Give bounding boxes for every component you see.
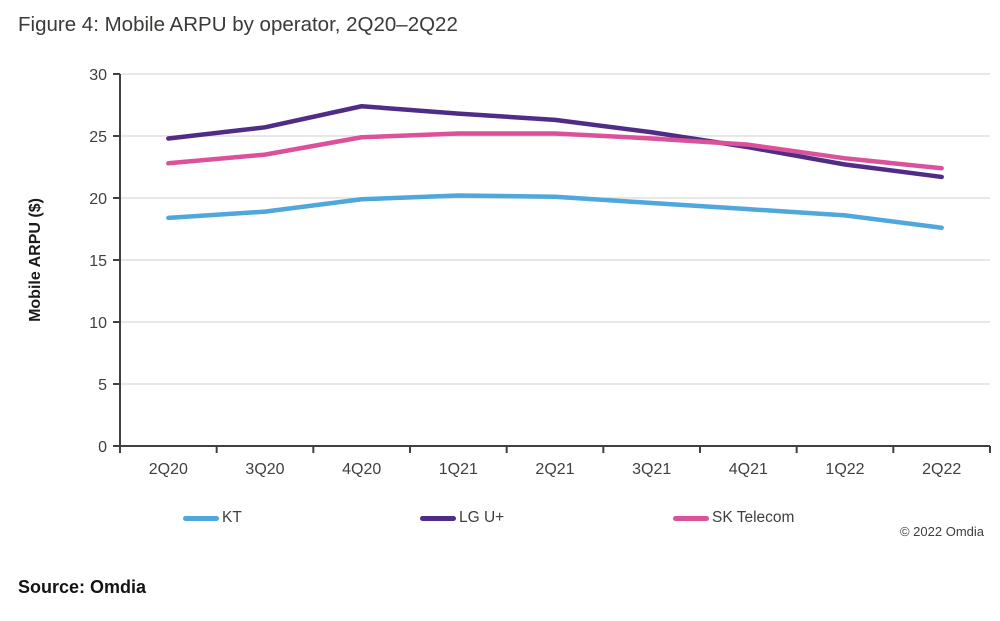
svg-text:2Q20: 2Q20 [149, 461, 188, 478]
legend-label-skt: SK Telecom [712, 509, 795, 526]
svg-text:4Q21: 4Q21 [729, 461, 768, 478]
svg-text:10: 10 [89, 315, 107, 332]
legend-item-kt: KT [183, 509, 242, 527]
svg-text:0: 0 [98, 439, 107, 456]
lgu-line-swatch [420, 515, 456, 521]
legend-item-skt: SK Telecom [673, 509, 794, 527]
svg-text:25: 25 [89, 129, 107, 146]
arpu-line-chart: 0 5 10 15 20 25 30 2Q20 3Q20 4Q20 1Q21 2Q21 3Q21 4Q21… [27, 67, 991, 478]
figure-title: Figure 4: Mobile ARPU by operator, 2Q20–… [18, 13, 458, 36]
svg-text:2Q22: 2Q22 [922, 461, 961, 478]
legend-label-lgu: LG U+ [459, 509, 505, 526]
svg-text:20: 20 [89, 191, 107, 208]
source-note: Source: Omdia [18, 577, 147, 597]
svg-text:1Q21: 1Q21 [439, 461, 478, 478]
svg-text:3Q21: 3Q21 [632, 461, 671, 478]
svg-text:15: 15 [89, 253, 107, 270]
svg-text:2Q21: 2Q21 [535, 461, 574, 478]
svg-text:Mobile ARPU ($): Mobile ARPU ($) [27, 198, 44, 322]
svg-text:4Q20: 4Q20 [342, 461, 381, 478]
kt-line-swatch [183, 515, 219, 521]
svg-text:5: 5 [98, 377, 107, 394]
skt-line-swatch [673, 515, 709, 521]
legend-item-lgu: LG U+ [420, 509, 504, 527]
legend-label-kt: KT [222, 509, 242, 526]
copyright-note: © 2022 Omdia [899, 524, 984, 539]
svg-text:30: 30 [89, 67, 107, 84]
svg-text:3Q20: 3Q20 [245, 461, 284, 478]
svg-text:1Q22: 1Q22 [825, 461, 864, 478]
